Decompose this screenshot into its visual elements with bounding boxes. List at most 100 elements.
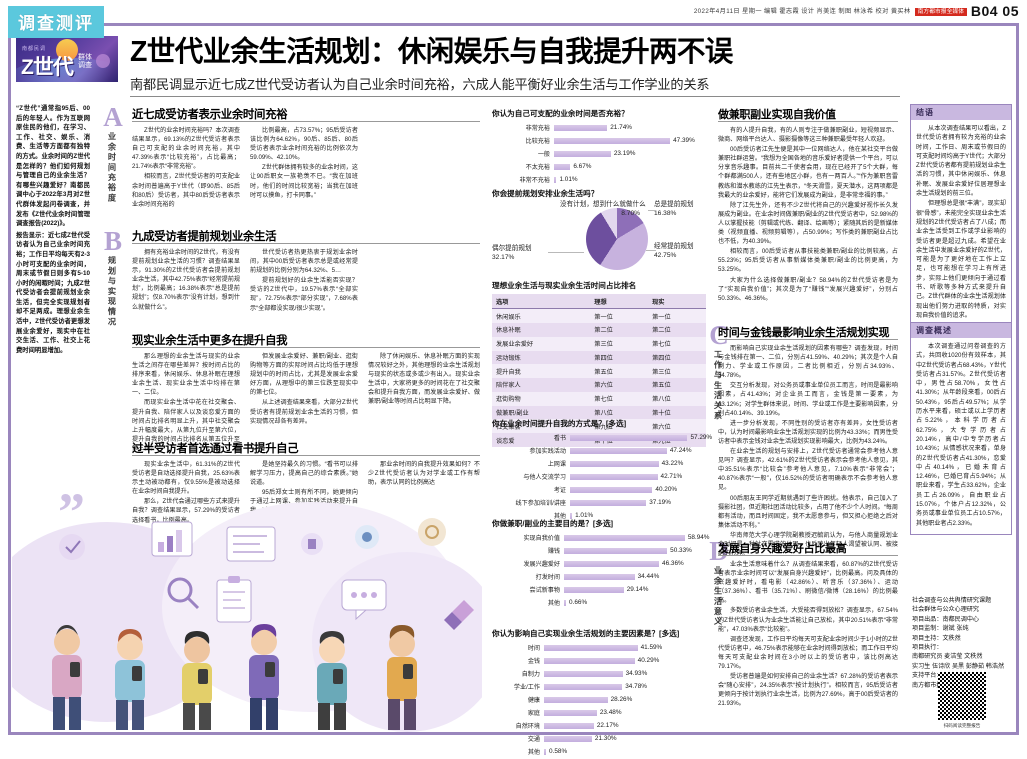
paragraph: 但发展业余爱好、兼职/副业、逛街购物等方面的实际时间占比均低于理想规划中的时间占…: [250, 353, 358, 397]
chart-bar-label: 其他: [547, 600, 560, 607]
paragraph: 那么，Z世代会通过哪些方式来提升自我？调查结果显示，57.29%的受访者选择看书…: [132, 498, 240, 524]
chart-bar-row: 实现自我价值 58.94%: [492, 532, 710, 543]
paragraph: Z世代的业余时间充裕吗？本次调查结果显示，69.13%的Z世代受访者表示自己可支…: [132, 127, 240, 171]
article-2-col-0: 那么理想的业余生活与现实的业余生活之间存在哪些差异？按时间占比的排序来看，休闲娱…: [132, 352, 240, 454]
chart-bar-label: 不太充裕: [525, 164, 550, 171]
chart-bar-fill: [544, 683, 623, 690]
chart-bar-value: 47.39%: [673, 137, 695, 144]
chart-bar-track: [564, 547, 668, 554]
table-column-header: 选项: [492, 294, 591, 310]
logo-small-text: 南都民调: [22, 46, 47, 52]
masthead-brand-badge: 南方都市报全媒体: [914, 8, 967, 16]
chart-bar-label: 健康: [527, 697, 540, 704]
article-rule-6: [718, 555, 898, 556]
chart-bar-fill: [544, 748, 546, 755]
table-cell: 第四位: [590, 350, 649, 365]
article-heading-2: 现实业余生活中更多在提升自我: [132, 335, 288, 347]
article-rule-0: [132, 121, 480, 122]
chart-bar-track: [564, 534, 685, 541]
chart-bar-value: 43.22%: [661, 460, 684, 467]
chart-bar-label: 参加实践活动: [529, 448, 566, 455]
credit-line: 社会群体与公众心理研究: [912, 606, 980, 614]
paragraph: 那业余时间的自我提升效果如何？不少Z世代受访者认为对学业或工作有帮助，表示认同的…: [368, 461, 480, 487]
chart-bar-track: [554, 124, 608, 131]
survey-logo: 南都民调 Z世代 群体 调查: [16, 36, 118, 82]
article-4-body: 有的人提升自我，有的人则专注于做兼职副业，短视频显示、微商、网络平台达人、摄影摄…: [718, 126, 898, 304]
table-row: 运动锻炼 第四位 第四位: [492, 350, 706, 365]
chart-bar-track: [570, 447, 667, 454]
chart-bar-track: [570, 486, 653, 493]
table-cell: 第三位: [648, 364, 706, 379]
article-rule-4: [718, 121, 898, 122]
paragraph: 交互分析发现，对公务员或事业单位员工而言，时间是最影响因素，占41.43%；对企…: [718, 382, 898, 417]
qr-code[interactable]: [938, 672, 986, 720]
chart-bar-row: 自然环境 22.17%: [492, 720, 662, 731]
page-title: Z世代业余生活规划：休闲娱乐与自我提升两不误: [130, 36, 733, 68]
table-cell: 第八位: [590, 405, 649, 420]
chart-bar-value: 41.59%: [640, 644, 663, 651]
chart-bar-label: 赚钱: [547, 548, 560, 555]
table-header-row: 选项 理想 现实: [492, 294, 706, 310]
chart-bar-track: [570, 499, 647, 506]
table-cell: 发展业余爱好: [492, 336, 591, 351]
chart-bar-fill: [544, 722, 594, 729]
logo-side-text: 群体 调查: [78, 54, 92, 70]
chart-bar-fill: [564, 534, 685, 541]
paragraph: 而现实业余生活中花在社交聚会、提升自我、陪伴家人以及谈恋爱方面的时间占比排名明显…: [132, 399, 240, 452]
chart-bar-track: [544, 748, 546, 755]
chart-bar-label: 时间: [527, 645, 540, 652]
chart-title-1: 你会提前规划安排业余生活吗？: [492, 189, 599, 198]
section-letter: B: [103, 226, 122, 256]
chart-bar-fill: [570, 460, 659, 467]
section-label: 规划与实现情况: [107, 256, 116, 328]
table-cell: 提升自我: [492, 364, 591, 379]
chart-bar-value: 1.01%: [559, 176, 578, 183]
chart-bar-fill: [554, 176, 557, 183]
article-3-col-2: 那业余时间的自我提升效果如何？不少Z世代受访者认为对学业或工作有帮助，表示认同的…: [368, 460, 480, 488]
chart-bar-value: 58.94%: [687, 534, 710, 541]
table-cell: 第五位: [648, 378, 706, 392]
table-cell: 休息补眠: [492, 322, 591, 337]
frame-right: [1016, 23, 1019, 735]
credit-line: 项目执行：: [912, 644, 943, 652]
paragraph: 除了江先生外，还有不少Z世代将自己的兴趣爱好视作长久发展成为副业。在业余时间做兼…: [718, 201, 898, 246]
article-2-col-2: 除了休闲娱乐、休息补眠方面的实现情况较好之外，其他理想的业余生活规划与现实的状态…: [368, 352, 480, 408]
article-3-col-0: 现实业余生活中，61.31%的Z世代受访者是自动选择提升自我，25.63%表示主…: [132, 460, 240, 526]
chart-bar-value: 21.74%: [610, 124, 632, 131]
paragraph: 00后受访者江先生便是其中一位网络达人，他在某社交平台做兼职社群运营。“我想为全…: [718, 146, 898, 199]
chart-bar-track: [564, 560, 660, 567]
chart-bar-row: 线下参加培训/讲座 37.19%: [492, 497, 712, 508]
article-heading-1: 九成受访者提前规划业余生活: [132, 231, 277, 243]
chart-bar-row: 发展兴趣爱好 46.36%: [492, 558, 710, 569]
table-column-header: 现实: [648, 294, 706, 310]
paragraph: 而影响自己实现业余生活规划的因素有哪些？调查发现，时间与金钱排在第一、二位，分别…: [718, 345, 898, 380]
chart-title-4: 你做兼职/副业的主要目的是？[多选]: [492, 519, 614, 528]
article-rule-5: [718, 339, 898, 340]
donut-label-value: 42.75%: [654, 252, 677, 259]
table-cell: 第四位: [648, 350, 706, 365]
chart-bar-row: 交通 21.30%: [492, 733, 662, 744]
chart-bar-value: 1.01%: [575, 512, 594, 519]
article-heading-3: 过半受访者首选通过看书提升自己: [132, 443, 299, 455]
chart-title-2: 理想业余生活与现实业余生活时间占比排名: [492, 281, 637, 290]
chart-bar-value: 29.14%: [626, 586, 649, 593]
chart-bar-value: 47.24%: [669, 447, 692, 454]
paragraph: 那么理想的业余生活与现实的业余生活之间存在哪些差异？按时间占比的排序来看，休闲娱…: [132, 353, 240, 397]
chart-bar-row: 时间 41.59%: [492, 642, 662, 653]
article-rule-1: [132, 243, 480, 244]
chart-bar-label: 发展兴趣爱好: [523, 561, 560, 568]
chart-bar-label: 自制力: [521, 671, 540, 678]
chart-bar-fill: [564, 573, 635, 580]
paragraph: 业余生活意味着什么？从调查结果来看，60.87%的Z世代受访者表示业余时间可以“…: [718, 561, 898, 605]
chart-bar-row: 上网课 43.22%: [492, 458, 712, 469]
chart-bar-row: 赚钱 50.33%: [492, 545, 710, 556]
chart-bar-track: [570, 473, 658, 480]
paragraph: 相较而言，00后受访者从事技能类兼职/副业的比例较高，占55.23%；95后受访…: [718, 248, 898, 274]
table-cell: 第七位: [590, 391, 649, 406]
donut-label-text: 偶尔提前规划: [492, 245, 532, 252]
paragraph: 本次调查通过问卷调查的方式，共回收1020份有效样本，其中Z世代受访者占68.4…: [916, 343, 1006, 527]
frame-left: [8, 23, 11, 735]
logo-side-top: 群体: [78, 54, 92, 61]
chart-bar-row: 考证 40.20%: [492, 484, 712, 495]
table-row: 逛街购物 第七位 第八位: [492, 391, 706, 406]
